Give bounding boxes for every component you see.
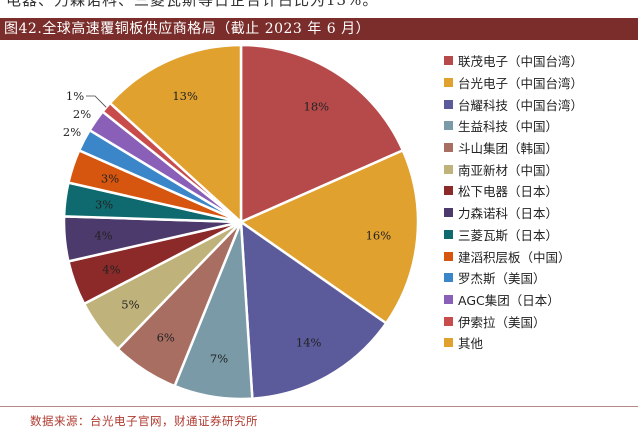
slice-value-label-2: 16% [366,228,392,242]
leader-line [86,95,107,108]
legend-label: 伊索拉（美国） [458,314,546,330]
legend-label: 松下电器（日本） [458,184,559,200]
legend-swatch [444,251,453,261]
pie-slice-3 [239,220,388,400]
legend-item-伊索拉美国: 伊索拉（美国） [444,310,583,332]
legend-item-建滔积层板中国: 建滔积层板（中国） [444,245,583,267]
legend-label: 建滔积层板（中国） [458,249,571,265]
legend-item-斗山集团韩国: 斗山集团（韩国） [444,137,583,159]
legend-label: 斗山集团（韩国） [458,141,559,157]
legend-swatch [444,99,453,109]
legend-label: 台耀科技（中国台湾） [458,97,584,113]
legend-label: 生益科技（中国） [458,119,559,135]
legend-swatch [444,229,453,239]
legend-item-力森诺科日本: 力森诺科（日本） [444,202,583,224]
legend-item-台耀科技中国台湾: 台耀科技（中国台湾） [444,93,583,115]
pie-slice-2 [239,149,420,325]
legend-label: 台光电子（中国台湾） [458,76,584,92]
legend-label: 南亚新材（中国） [458,162,559,178]
legend-swatch [444,186,453,196]
slice-value-label-13: 1% [66,89,84,103]
legend-item-其他: 其他 [444,332,583,354]
legend-swatch [444,338,453,348]
slice-value-label-10: 3% [101,172,119,186]
slice-value-label-11: 2% [63,125,81,139]
slice-value-label-5: 6% [157,331,175,345]
legend-swatch [444,121,453,131]
slice-value-label-3: 14% [296,335,322,349]
legend-swatch [444,143,453,153]
slice-value-label-1: 18% [304,99,330,113]
legend-label: 联茂电子（中国台湾） [458,54,584,70]
legend-item-三菱瓦斯日本: 三菱瓦斯（日本） [444,224,583,246]
legend-item-联茂电子中国台湾: 联茂电子（中国台湾） [444,50,583,72]
legend-swatch [444,273,453,283]
legend-item-松下电器日本: 松下电器（日本） [444,180,583,202]
legend-swatch [444,78,453,88]
legend-item-罗杰斯美国: 罗杰斯（美国） [444,267,583,289]
legend-label: 罗杰斯（美国） [458,271,546,287]
pie-slice-14 [108,43,243,224]
legend-swatch [444,208,453,218]
slice-value-label-6: 5% [121,298,139,312]
slice-value-label-4: 7% [210,351,228,365]
legend-label: 三菱瓦斯（日本） [458,227,559,243]
legend-label: AGC集团（日本） [458,292,560,308]
pie-chart: 18% 16% 14% 7% 6% 5% 4% 4% 3% 3% 2% 2% 1% 13% [62,43,420,401]
legend-swatch [444,164,453,174]
legend-label: 其他 [458,336,484,352]
figure-title-bar: 图42.全球高速覆铜板供应商格局（截止 2023 年 6 月） [0,18,638,40]
legend-label: 力森诺科（日本） [458,206,559,222]
intro-text: 电器、力森诺科、三菱瓦斯等日企合计占比为13%。 [6,0,379,9]
pie-slice-1 [239,43,405,224]
legend-swatch [444,56,453,66]
slice-value-label-8: 4% [94,228,112,242]
data-source: 数据来源：台光电子官网，财通证券研究所 [30,414,258,428]
slice-value-label-14: 13% [172,89,198,103]
legend-swatch [444,294,453,304]
figure-title: 图42.全球高速覆铜板供应商格局（截止 2023 年 6 月） [4,21,371,37]
slice-value-label-7: 4% [102,263,120,277]
legend-item-AGC集团日本: AGC集团（日本） [444,289,583,311]
footer-divider [0,406,638,407]
legend-swatch [444,316,453,326]
chart-legend: 联茂电子（中国台湾） 台光电子（中国台湾） 台耀科技（中国台湾） 生益科技（中国） 斗山… [444,50,583,354]
legend-item-台光电子中国台湾: 台光电子（中国台湾） [444,72,583,94]
legend-item-生益科技中国: 生益科技（中国） [444,115,583,137]
legend-item-南亚新材中国: 南亚新材（中国） [444,158,583,180]
slice-value-label-9: 3% [95,197,113,211]
slice-value-label-12: 2% [73,107,91,121]
